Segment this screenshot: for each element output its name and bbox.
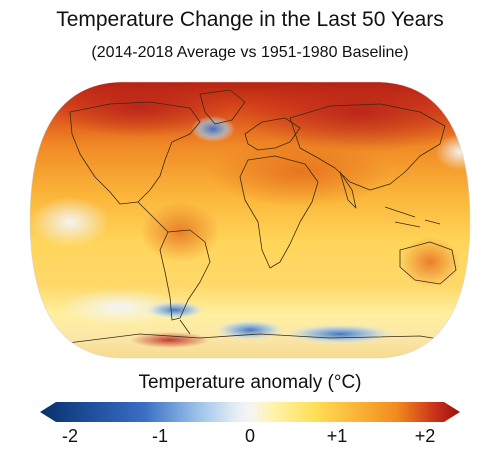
colorbar-ticks: -2 -1 0 +1 +2 (0, 426, 500, 450)
colorbar (40, 400, 460, 424)
tick-label: 0 (244, 426, 256, 446)
tick-label: +1 (326, 426, 348, 446)
map-subtitle: (2014-2018 Average vs 1951-1980 Baseline… (91, 44, 409, 61)
tick-label: -1 (151, 426, 169, 446)
tick-label: +2 (414, 426, 436, 446)
world-anomaly-map (0, 72, 500, 368)
anomaly-field (30, 82, 470, 358)
map-title: Temperature Change in the Last 50 Years (56, 8, 444, 31)
tick-label: -2 (61, 426, 79, 446)
legend-title: Temperature anomaly (°C) (138, 372, 362, 393)
coastlines (59, 89, 470, 345)
